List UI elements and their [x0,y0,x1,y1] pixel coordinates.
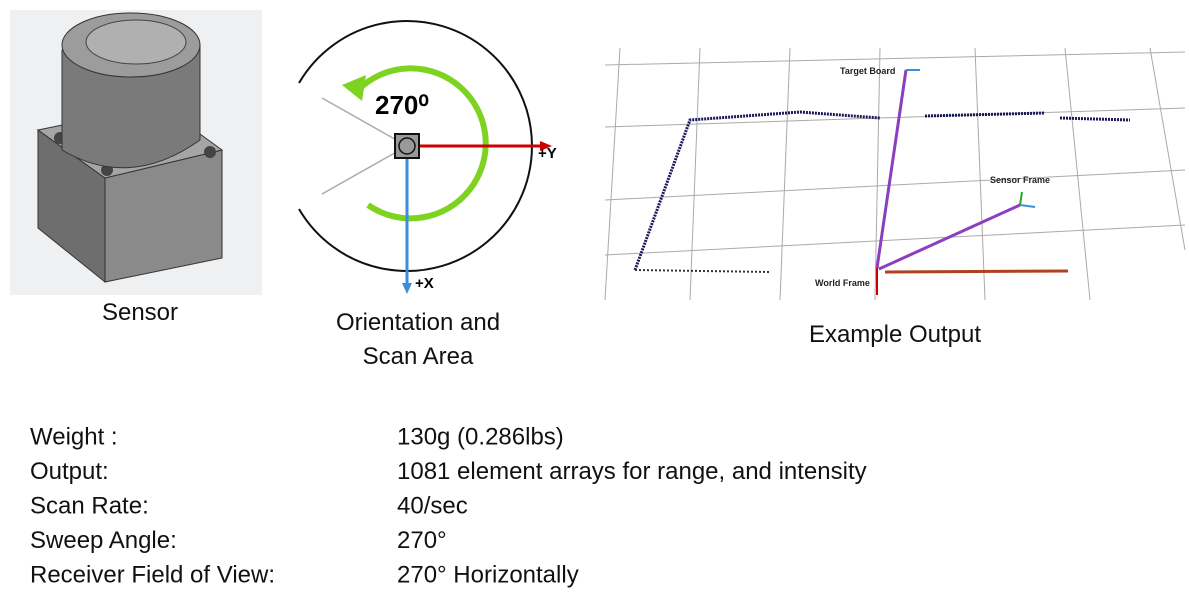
world-frame-label: World Frame [815,278,870,288]
slide: 270⁰ +Y +X Target Board Sensor Frame Wor… [0,0,1189,600]
spec-table: Weight : 130g (0.286lbs) Output: 1081 eleme… [30,423,867,588]
sensor-frame-label: Sensor Frame [990,175,1050,185]
spec-label: Receiver Field of View: [30,561,275,588]
spec-label: Output: [30,458,109,485]
spec-value: 130g (0.286lbs) [397,423,564,450]
sensor-image [10,10,262,295]
x-axis-label: +X [415,275,434,292]
spec-value: 1081 element arrays for range, and inten… [397,458,867,485]
caption: Sensor [102,299,178,326]
target-label: Target Board [840,66,895,76]
output-image: Target Board Sensor Frame World Frame [605,48,1185,300]
spec-value: 270° [397,527,447,554]
spec-label: Sweep Angle: [30,527,177,554]
orientation-diagram: 270⁰ +Y +X [299,21,557,294]
spec-value: 270° Horizontally [397,561,579,588]
caption: Orientation and [336,309,500,336]
spec-label: Weight : [30,423,118,450]
spec-value: 40/sec [397,492,468,519]
caption: Scan Area [363,343,474,370]
angle-label: 270⁰ [375,90,429,120]
page: 270⁰ +Y +X Target Board Sensor Frame Wor… [0,0,1189,600]
y-axis-label: +Y [538,145,557,162]
caption: Example Output [809,321,981,348]
spec-label: Scan Rate: [30,492,149,519]
